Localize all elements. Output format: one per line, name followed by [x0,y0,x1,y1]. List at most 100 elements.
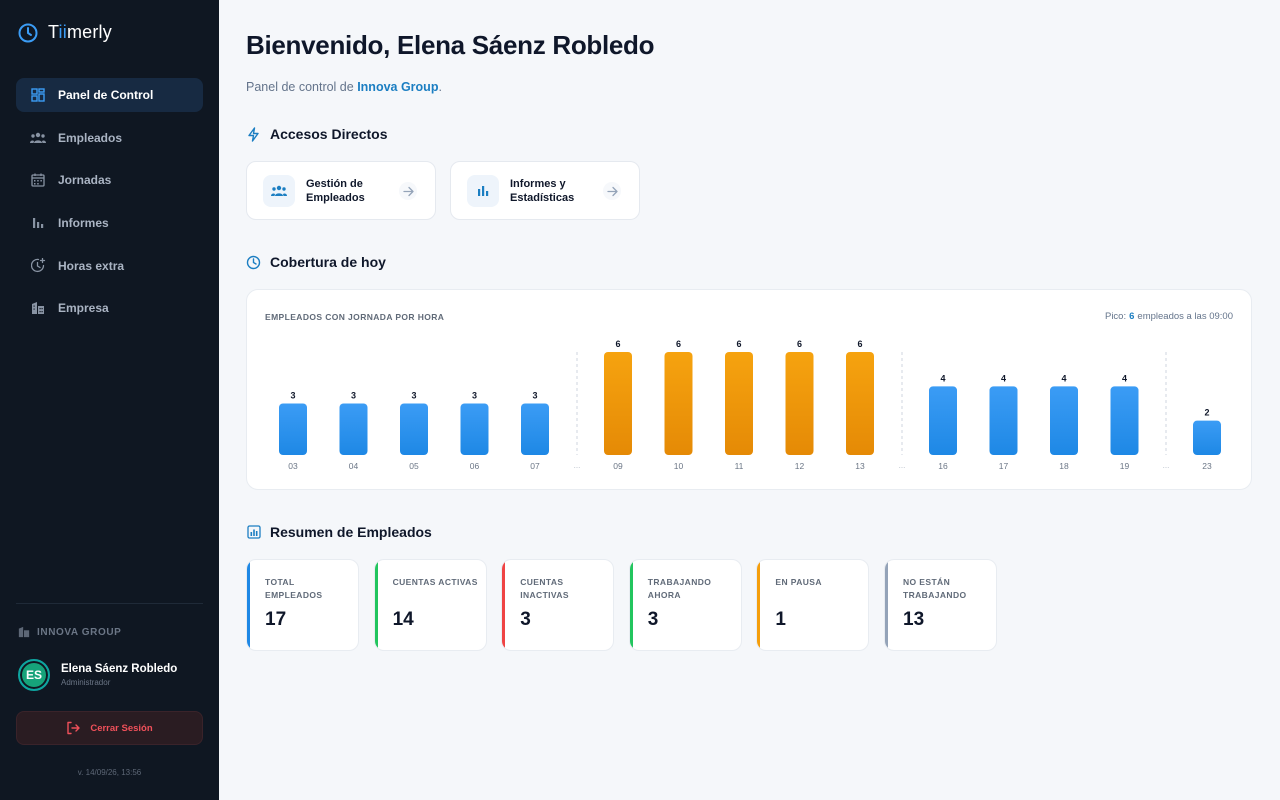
chart-peak-info: Pico: 6 empleados a las 09:00 [1105,311,1233,322]
main-content: Bienvenido, Elena Sáenz Robledo Panel de… [219,0,1280,800]
stat-card: TRABAJANDO AHORA 3 [628,559,742,651]
stat-accent-bar [629,560,633,650]
chart-bar[interactable] [460,403,489,456]
stat-card: TOTAL EMPLEADOS 17 [246,559,359,651]
stat-card: NO ESTÁN TRABAJANDO 13 [884,559,997,651]
sidebar-item-label: Panel de Control [58,88,154,102]
user-profile[interactable]: ES Elena Sáenz Robledo Administrador [18,659,177,691]
stat-accent-bar [757,560,761,650]
chart-tick-label: 17 [999,461,1009,471]
chart-tick-label: 07 [530,461,540,471]
page-title: Bienvenido, Elena Sáenz Robledo [246,30,655,60]
stat-label: NO ESTÁN TRABAJANDO [903,577,967,600]
section-title: Cobertura de hoy [270,254,386,270]
shortcut-label: Informes y Estadísticas [510,177,575,204]
bar-chart-icon [467,174,499,207]
user-name: Elena Sáenz Robledo [61,663,178,675]
chart-data-label: 4 [1122,373,1127,383]
logout-label: Cerrar Sesión [90,722,153,734]
peak-suffix: empleados a las 09:00 [1137,311,1233,322]
sidebar-item-panel-de-control[interactable]: Panel de Control [16,78,203,112]
sidebar-item-label: Empleados [58,130,123,145]
sidebar-item-label: Jornadas [58,173,112,188]
stat-value: 1 [775,609,786,630]
shortcut-label: Gestión de Empleados [306,177,365,204]
chart-data-label: 6 [736,339,741,349]
users-icon [30,130,46,146]
sidebar: Tiimerly Panel de Control Empleados Jorn… [0,0,219,800]
chart-data-label: 6 [797,339,802,349]
chart-data-label: 2 [1204,408,1209,418]
sidebar-item-jornadas[interactable]: Jornadas [16,163,203,197]
sidebar-item-horas-extra[interactable]: Horas extra [16,249,203,283]
sidebar-item-label: Informes [58,216,109,231]
shortcuts-heading: Accesos Directos [246,126,388,142]
clock-plus-icon [30,258,46,274]
chart-bar[interactable] [1110,386,1139,455]
chart-bar[interactable] [521,403,549,456]
shortcut-gestion-empleados[interactable]: Gestión de Empleados [246,161,436,220]
stat-card: CUENTAS INACTIVAS 3 [501,559,615,651]
shortcut-informes-estadisticas[interactable]: Informes y Estadísticas [450,161,640,220]
chart-bar[interactable] [725,352,753,455]
chart-data-label: 4 [1001,373,1006,383]
company-link[interactable]: Innova Group [357,80,439,94]
chart-data-label: 3 [472,391,477,401]
chart-bar[interactable] [339,403,368,456]
chart-bar[interactable] [1050,386,1078,455]
chart-tick-label: 10 [674,461,684,471]
stat-accent-bar [374,560,378,650]
stat-value: 13 [903,609,925,630]
chart-tick-label: 09 [613,461,623,471]
sidebar-item-label: Horas extra [58,258,125,273]
bar-chart-icon [30,215,46,231]
chart-gap-marker: ... [574,461,581,470]
chart-bar[interactable] [604,352,632,455]
chart-gap-marker: ... [1163,461,1170,470]
chart-bar[interactable] [400,403,428,456]
sidebar-item-empleados[interactable]: Empleados [16,121,203,155]
chart-bar[interactable] [279,403,307,456]
stat-value: 3 [520,609,531,630]
chart-bar[interactable] [785,352,814,455]
brand-logo[interactable]: Tiimerly [18,22,112,43]
stat-label: TRABAJANDO AHORA [647,577,712,600]
chart-bar[interactable] [929,386,957,455]
stat-card: CUENTAS ACTIVAS 14 [373,559,487,651]
chart-data-label: 4 [940,373,945,383]
summary-heading: Resumen de Empleados [246,524,432,540]
peak-prefix: Pico: [1104,311,1127,322]
chart-data-label: 6 [857,339,862,349]
chart-data-label: 3 [351,391,356,401]
chart-tick-label: 23 [1202,461,1212,471]
building-icon [30,300,46,316]
company-name: INNOVA GROUP [37,626,122,638]
chart-tick-label: 13 [855,461,865,471]
version-label: v. 14/09/26, 13:56 [77,768,142,777]
chart-tick-label: 03 [288,461,298,471]
coverage-chart-card: EMPLEADOS CON JORNADA POR HORA Pico: 6 e… [246,289,1252,490]
chart-data-label: 3 [290,391,295,401]
sidebar-divider [16,603,203,604]
chart-tick-label: 19 [1120,461,1130,471]
chart-bar[interactable] [664,352,693,455]
stat-value: 17 [265,609,287,630]
stat-accent-bar [247,560,250,650]
stat-accent-bar [502,560,506,650]
chart-data-label: 6 [615,339,620,349]
users-icon [263,174,295,207]
chart-tick-label: 12 [795,461,805,471]
clock-logo-icon [18,23,38,42]
logout-button[interactable]: Cerrar Sesión [16,711,203,745]
sidebar-item-informes[interactable]: Informes [16,206,203,240]
section-title: Resumen de Empleados [270,524,432,540]
sidebar-item-empresa[interactable]: Empresa [16,291,203,325]
stat-value: 14 [392,609,414,630]
chart-title: EMPLEADOS CON JORNADA POR HORA [265,312,445,322]
chart-bar[interactable] [1193,420,1221,455]
chart-tick-label: 05 [409,461,419,471]
page-subtitle: Panel de control de Innova Group. [246,80,442,94]
brand-name: Tiimerly [48,22,112,42]
chart-bar[interactable] [846,352,874,455]
chart-bar[interactable] [989,386,1018,455]
